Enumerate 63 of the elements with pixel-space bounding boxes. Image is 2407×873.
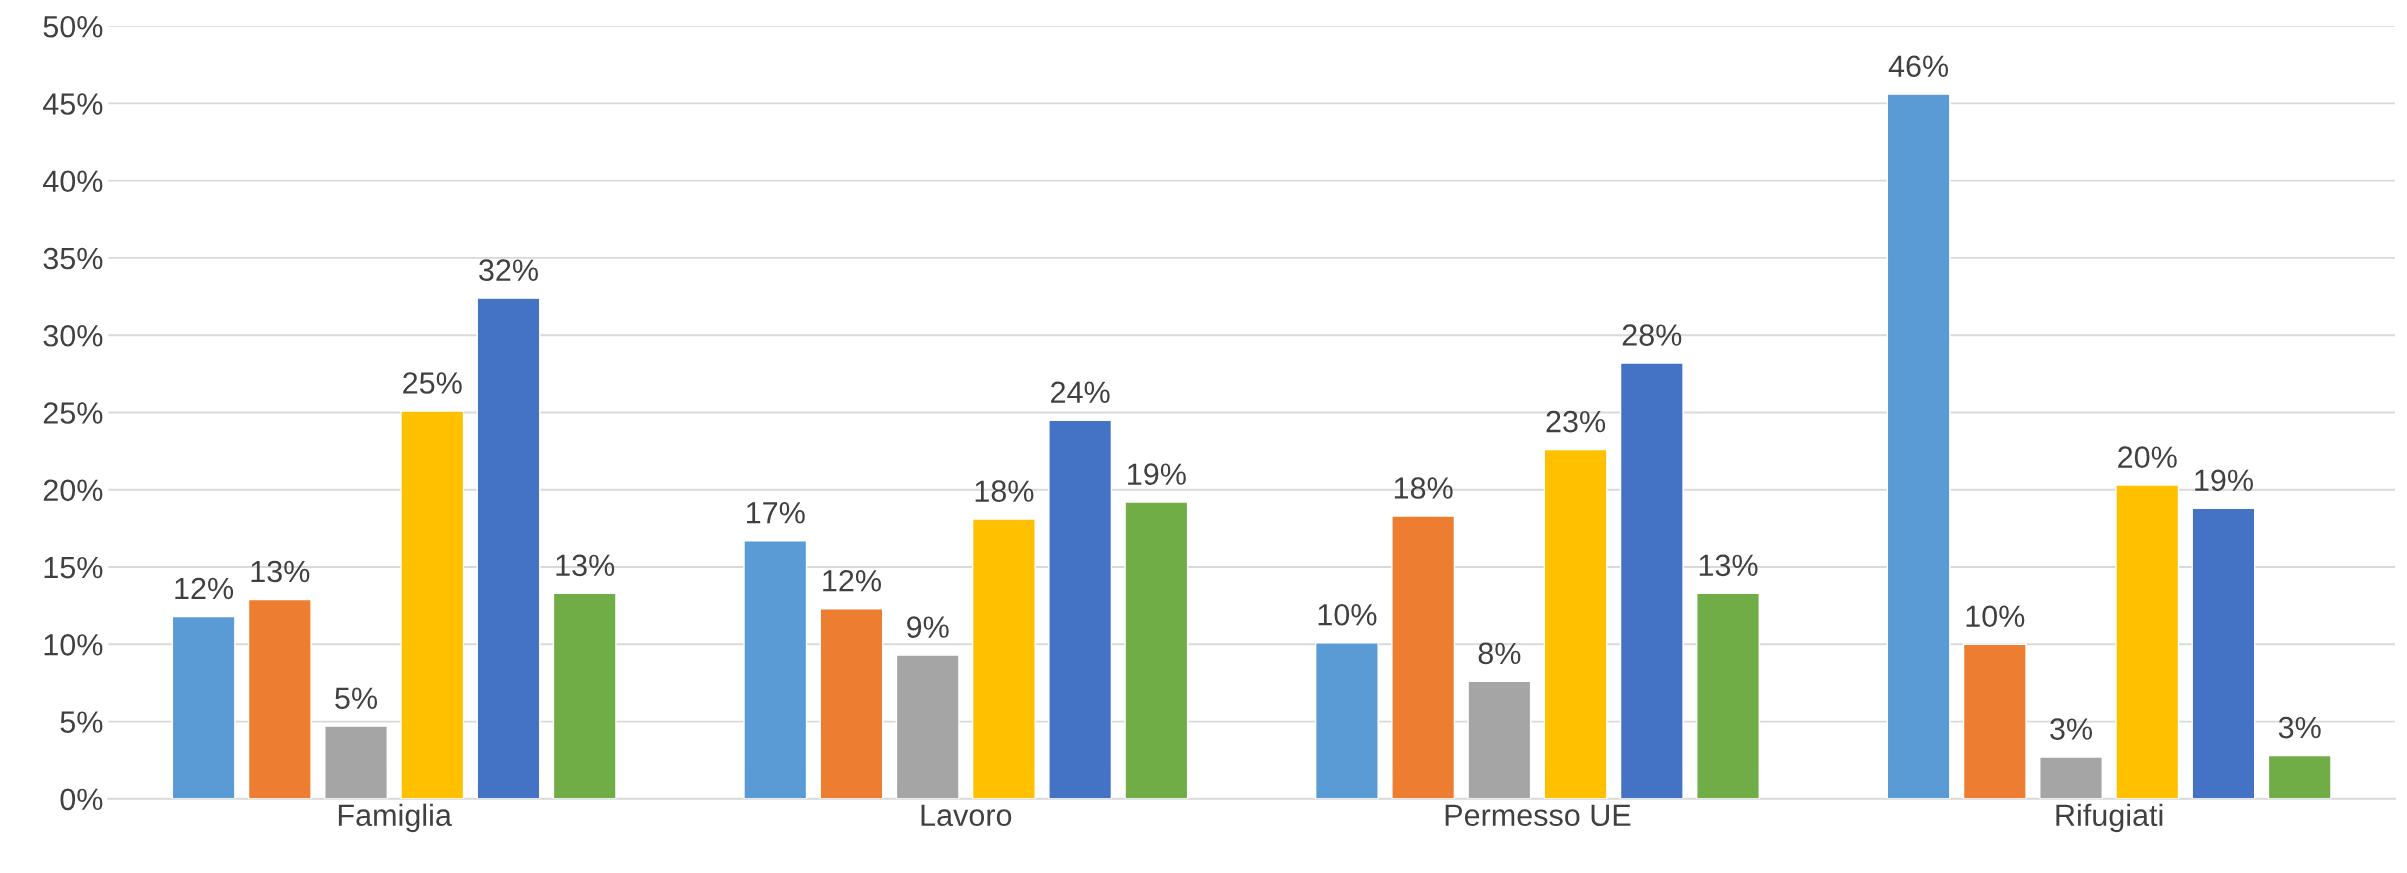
data-label: 25% (403, 372, 462, 394)
data-label: 12% (823, 569, 881, 592)
y-tick-label: 15% (44, 556, 103, 579)
bar (476, 297, 541, 799)
y-tick-label: 30% (43, 324, 103, 347)
data-label: 13% (251, 560, 310, 583)
data-label: 17% (747, 502, 805, 524)
bar (743, 540, 808, 799)
data-label: 20% (2118, 446, 2177, 468)
y-tick-label: 40% (43, 170, 103, 193)
data-label: 3% (2278, 716, 2321, 739)
bar (2267, 754, 2332, 799)
y-tick-label: 25% (43, 402, 103, 424)
bar (971, 518, 1036, 799)
bar (171, 615, 236, 799)
data-label: 10% (1318, 603, 1377, 626)
bar (324, 725, 388, 799)
data-label: 8% (1478, 642, 1521, 665)
data-label: 13% (1699, 554, 1758, 577)
bar (895, 654, 960, 799)
x-tick-label: Permesso UE (1445, 804, 1631, 827)
data-label: 18% (1394, 477, 1453, 499)
data-label: 19% (1128, 463, 1186, 485)
data-label: 10% (1966, 605, 2025, 628)
y-tick-label: 5% (60, 711, 103, 733)
bar (247, 598, 312, 799)
bar (552, 592, 617, 799)
bar (1391, 515, 1456, 799)
bar (400, 410, 465, 799)
y-tick-label: 45% (43, 93, 103, 115)
bar (1048, 419, 1113, 799)
bar (1314, 642, 1379, 799)
y-tick-label: 50% (43, 15, 103, 38)
bar (1696, 592, 1760, 799)
data-label: 13% (556, 554, 615, 577)
x-tick-label: Famiglia (338, 803, 452, 833)
bar (1543, 448, 1608, 799)
data-label: 28% (1622, 324, 1682, 346)
y-tick-label: 10% (44, 634, 103, 656)
bar (2191, 507, 2256, 799)
bar (1124, 501, 1189, 799)
data-label: 24% (1051, 381, 1110, 403)
bar (2039, 756, 2103, 799)
bar (819, 608, 884, 799)
bar (2115, 484, 2180, 799)
data-label: 46% (1888, 55, 1949, 78)
bar (1467, 680, 1532, 799)
data-label: 5% (335, 687, 378, 710)
data-label: 18% (975, 480, 1034, 502)
x-tick-label: Rifugiati (2056, 803, 2163, 833)
bar (1886, 93, 1951, 799)
y-tick-label: 20% (43, 479, 103, 502)
y-tick-label: 0% (60, 788, 103, 811)
data-label: 23% (1546, 410, 1606, 433)
data-label: 32% (479, 259, 538, 281)
x-tick-label: Lavoro (921, 804, 1012, 827)
data-label: 12% (175, 577, 234, 600)
bar (1619, 362, 1684, 799)
data-label: 3% (2050, 718, 2093, 740)
bar (1962, 643, 2027, 799)
y-tick-label: 35% (43, 247, 103, 270)
data-label: 19% (2195, 469, 2253, 492)
data-label: 9% (907, 616, 949, 638)
